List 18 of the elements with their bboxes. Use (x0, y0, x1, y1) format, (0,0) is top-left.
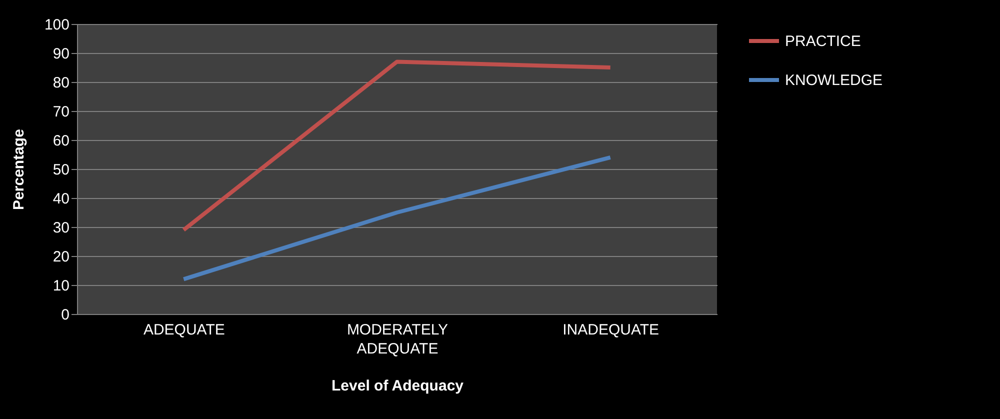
y-axis-title: Percentage (10, 129, 28, 210)
legend-label: KNOWLEDGE (785, 72, 883, 89)
y-tick-label: 30 (52, 220, 70, 236)
x-tick-label: MODERATELY ADEQUATE (346, 322, 448, 358)
y-tick-label: 80 (52, 74, 70, 92)
legend-label: PRACTICE (785, 33, 861, 50)
y-tick-label: 0 (61, 306, 70, 324)
y-tick-label: 100 (44, 16, 70, 34)
y-tick-label: 10 (52, 278, 70, 294)
y-tick-label: 20 (52, 248, 70, 266)
x-tick-label: ADEQUATE (143, 322, 225, 338)
y-tick-label: 90 (52, 46, 70, 62)
x-axis-title: Level of Adequacy (332, 378, 464, 394)
x-tick-label: INADEQUATE (562, 322, 660, 338)
y-tick-label: 70 (52, 104, 70, 120)
y-tick-label: 50 (52, 162, 70, 178)
y-tick-label: 40 (52, 190, 70, 208)
y-tick-label: 60 (52, 132, 70, 150)
